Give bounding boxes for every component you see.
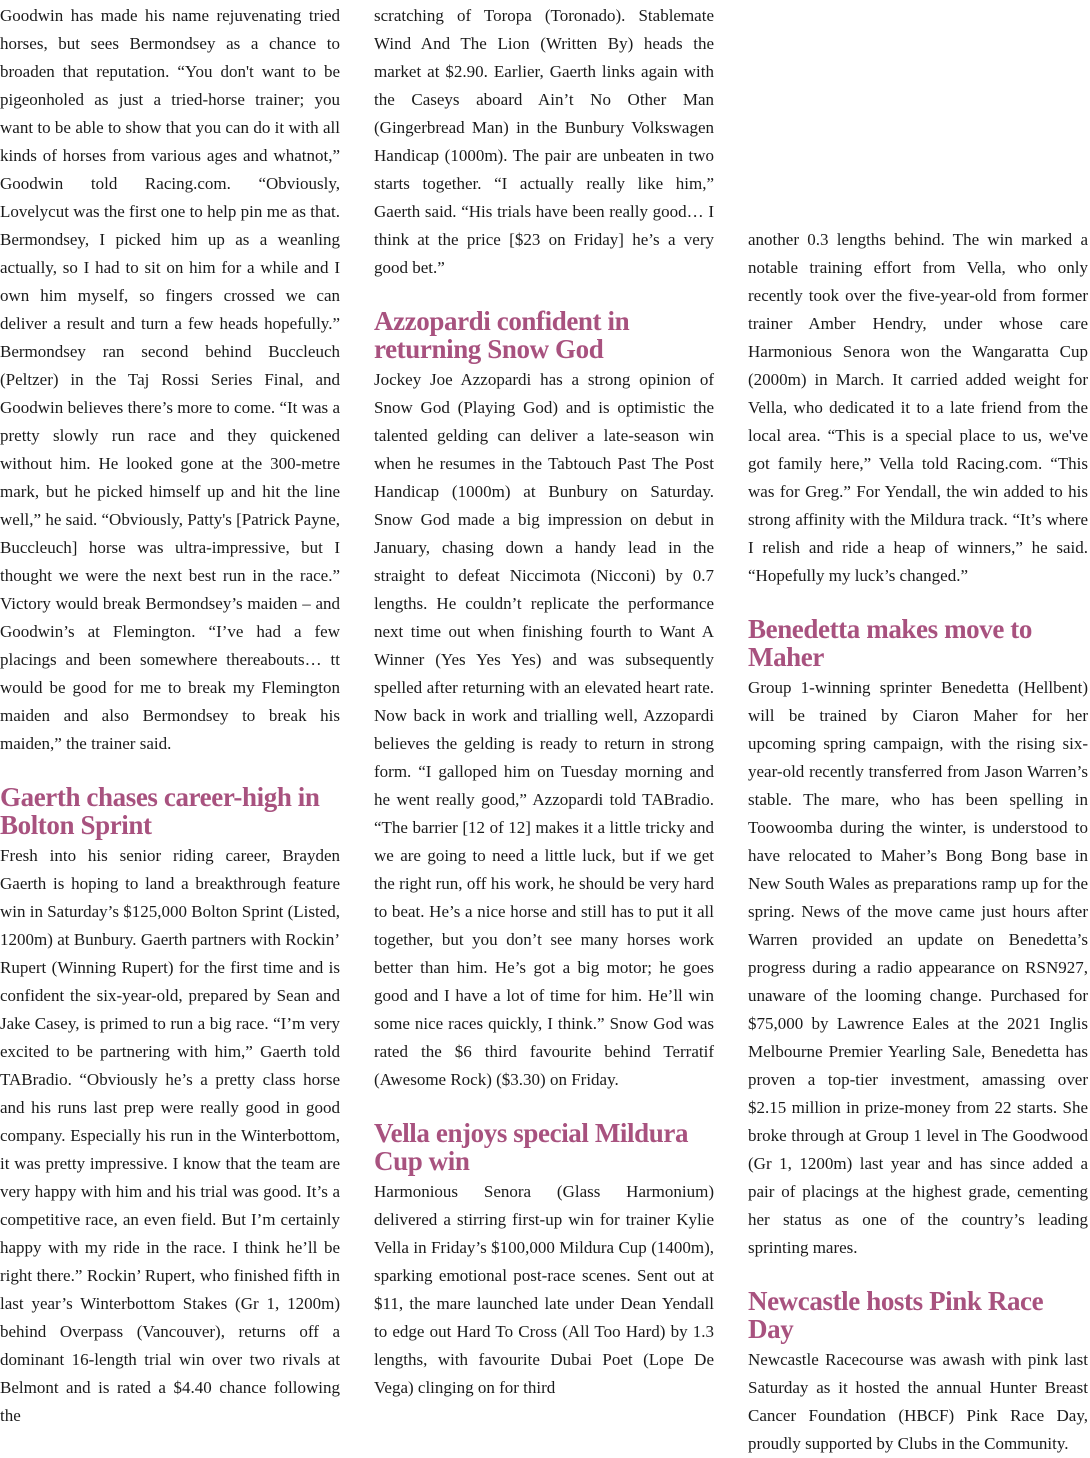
column-3: another 0.3 lengths behind. The win mark… — [748, 226, 1088, 1458]
article-paragraph: Fresh into his senior riding career, Bra… — [0, 846, 340, 1425]
article-paragraph: scratching of Toropa (Toronado). Stablem… — [374, 6, 714, 277]
article-heading: Vella enjoys special Mildura Cup win — [374, 1118, 689, 1176]
article-paragraph: another 0.3 lengths behind. The win mark… — [748, 230, 1088, 585]
column-1: Goodwin has made his name rejuvenating t… — [0, 2, 340, 1430]
article-paragraph: Jockey Joe Azzopardi has a strong opinio… — [374, 370, 714, 1089]
column-2: scratching of Toropa (Toronado). Stablem… — [374, 2, 714, 1402]
article-heading: Gaerth chases career-high in Bolton Spri… — [0, 782, 320, 840]
article-paragraph: Group 1-winning sprinter Benedetta (Hell… — [748, 678, 1088, 1257]
article-heading: Benedetta makes move to Maher — [748, 614, 1032, 672]
article-heading: Newcastle hosts Pink Race Day — [748, 1286, 1044, 1344]
article-paragraph: Harmonious Senora (Glass Harmonium) deli… — [374, 1182, 714, 1397]
article-paragraph: Newcastle Racecourse was awash with pink… — [748, 1350, 1088, 1453]
article-paragraph: Goodwin has made his name rejuvenating t… — [0, 6, 341, 753]
article-heading: Azzopardi confident in returning Snow Go… — [374, 306, 630, 364]
